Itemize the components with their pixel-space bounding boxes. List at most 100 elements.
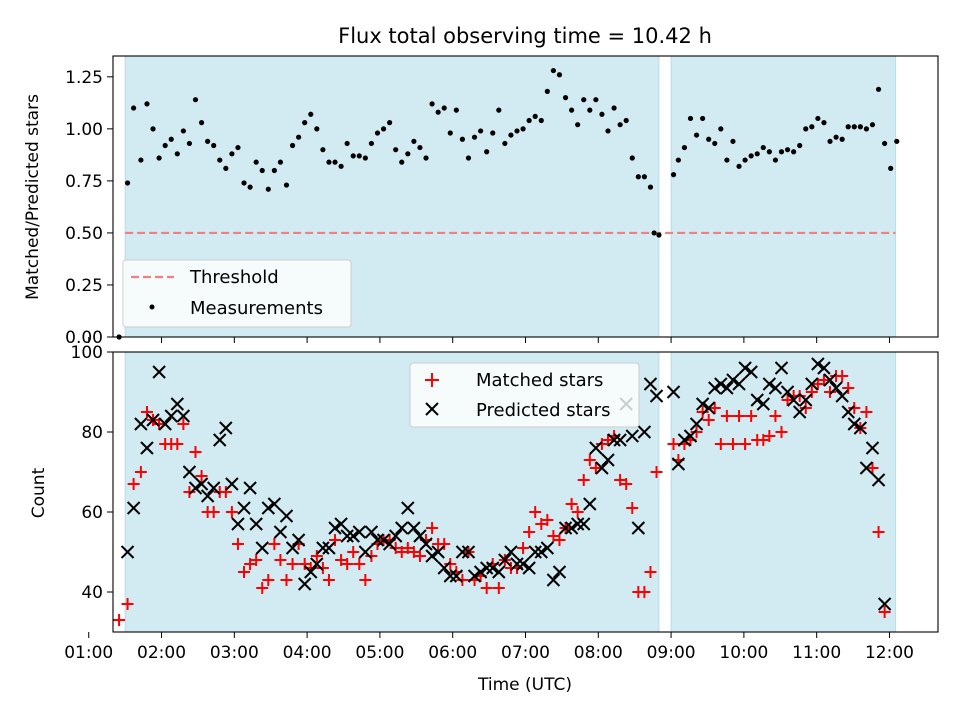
matched-star-point	[262, 574, 275, 586]
measurement-point	[760, 144, 766, 151]
predicted-star-point	[601, 453, 615, 467]
matched-star-point	[225, 506, 238, 518]
measurement-point	[641, 174, 647, 180]
y-tick-label: 0.00	[65, 328, 103, 348]
predicted-star-point	[388, 529, 403, 543]
measurement-point	[706, 136, 712, 142]
matched-star-point	[541, 514, 554, 526]
matched-star-point	[365, 550, 378, 562]
measurement-point	[362, 155, 368, 161]
predicted-star-point	[261, 501, 276, 515]
measurement-point	[514, 128, 520, 134]
measurement-point	[869, 122, 876, 128]
measurement-point	[857, 124, 863, 130]
predicted-star-point	[683, 429, 698, 443]
matched-star-point	[250, 554, 263, 566]
matched-star-point	[244, 558, 257, 570]
measurement-point	[314, 126, 320, 132]
matched-star-point	[395, 546, 408, 558]
predicted-star-point	[425, 549, 439, 563]
predicted-star-point	[310, 557, 324, 571]
measurement-point	[772, 157, 779, 163]
predicted-star-point	[225, 477, 239, 491]
predicted-star-point	[649, 389, 664, 403]
measurement-point	[235, 144, 241, 151]
legend-predicted-swatch	[425, 402, 439, 416]
matched-star-point	[696, 406, 709, 418]
measurement-point	[490, 130, 496, 136]
measurement-point	[356, 153, 362, 159]
measurement-point	[532, 113, 538, 119]
measurement-point	[526, 117, 532, 124]
predicted-star-point	[522, 561, 536, 575]
matched-star-point	[650, 466, 663, 478]
predicted-star-point	[291, 533, 306, 547]
predicted-star-point	[805, 377, 819, 391]
measurement-point	[405, 151, 411, 157]
predicted-star-point	[279, 509, 294, 523]
matched-star-point	[335, 554, 348, 566]
matched-star-point	[153, 418, 166, 430]
x-tick-label: 08:00	[574, 643, 623, 663]
chart-title: Flux total observing time = 10.42 h	[338, 24, 712, 48]
measurement-point	[797, 142, 803, 149]
measurement-point	[124, 180, 131, 186]
predicted-star-point	[188, 481, 203, 495]
measurement-point	[670, 172, 677, 178]
measurement-point	[647, 184, 654, 190]
measurement-point	[894, 138, 900, 144]
measurement-point	[845, 124, 851, 130]
measurement-point	[271, 167, 277, 174]
predicted-star-point	[583, 497, 597, 511]
predicted-star-point	[419, 537, 433, 551]
matched-star-point	[690, 426, 703, 438]
predicted-star-point	[334, 517, 348, 531]
measurement-point	[681, 144, 688, 151]
measurement-point	[839, 136, 845, 142]
x-tick-label: 06:00	[428, 643, 477, 663]
measurement-point	[766, 149, 772, 155]
predicted-star-point	[285, 541, 300, 555]
measurement-point	[484, 149, 490, 155]
predicted-star-point	[762, 377, 777, 391]
predicted-star-point	[358, 545, 373, 559]
measurement-point	[296, 134, 302, 140]
predicted-star-point	[534, 545, 548, 559]
measurement-point	[617, 122, 623, 128]
measurement-point	[174, 151, 180, 157]
measurement-point	[888, 165, 894, 171]
predicted-star-point	[677, 433, 692, 447]
predicted-star-point	[780, 385, 795, 399]
measurement-point	[784, 147, 791, 153]
measurement-point	[211, 142, 217, 149]
predicted-star-point	[176, 409, 191, 423]
matched-star-point	[602, 434, 614, 446]
predicted-star-point	[146, 413, 160, 427]
matched-star-point	[113, 614, 126, 626]
count-plot-frame	[112, 351, 939, 633]
measurement-point	[411, 138, 417, 144]
predicted-star-point	[152, 365, 166, 379]
matched-star-point	[739, 438, 752, 450]
predicted-star-point	[695, 397, 710, 411]
matched-star-point	[595, 438, 608, 450]
y-tick-label: 0.75	[65, 172, 103, 192]
predicted-star-point	[304, 565, 318, 579]
predicted-star-point	[164, 409, 178, 423]
matched-star-point	[134, 466, 147, 478]
count-legend: Matched stars Predicted stars	[409, 362, 640, 428]
measurement-point	[393, 147, 399, 153]
measurement-point	[748, 153, 754, 159]
predicted-star-point	[206, 481, 221, 495]
measurement-point	[131, 105, 137, 111]
y-tick-label: 0.50	[65, 224, 103, 244]
predicted-star-point	[455, 545, 470, 559]
predicted-star-point	[701, 401, 716, 415]
matched-star-point	[298, 558, 311, 570]
predicted-star-point	[340, 529, 354, 543]
predicted-star-point	[865, 441, 880, 455]
matched-star-point	[389, 542, 402, 554]
shaded-interval-1	[670, 55, 897, 338]
matched-star-point	[842, 382, 855, 394]
